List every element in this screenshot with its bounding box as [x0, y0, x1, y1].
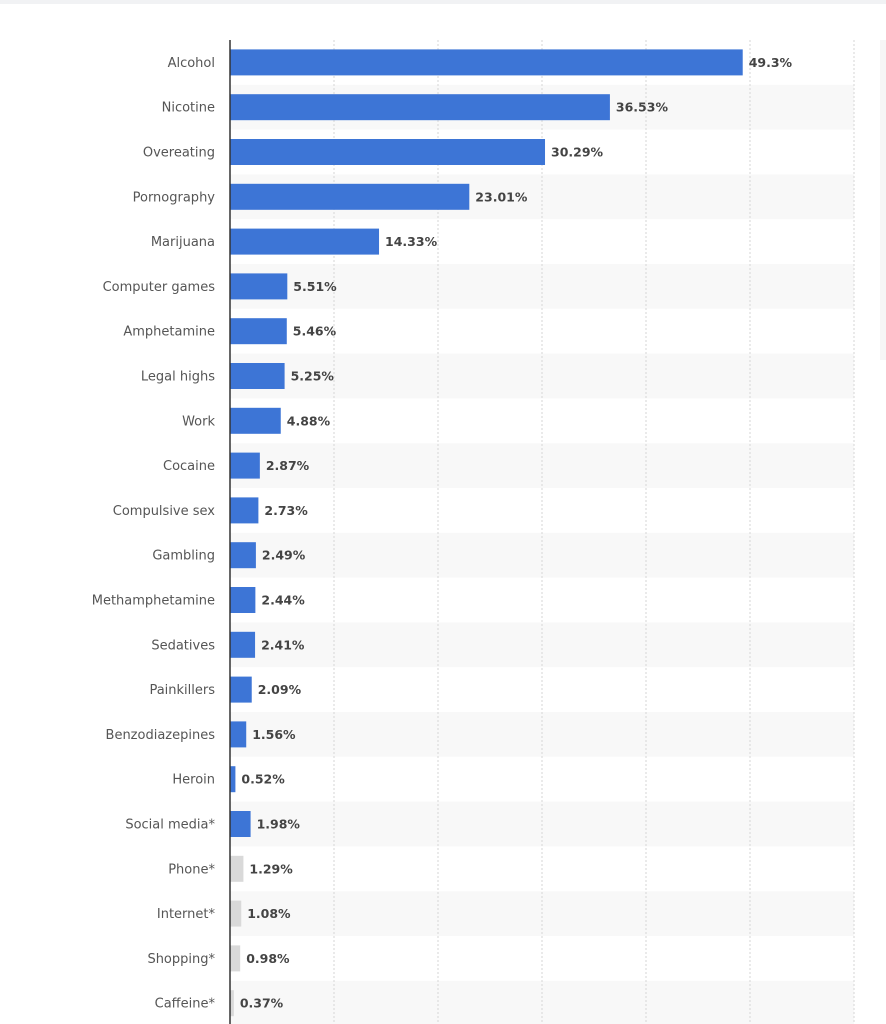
data-label: 1.98%: [257, 817, 301, 832]
top-border: [0, 0, 886, 4]
category-label: Pornography: [133, 190, 216, 205]
data-label: 1.08%: [247, 906, 291, 921]
category-label: Marijuana: [151, 235, 215, 250]
category-label: Amphetamine: [123, 325, 215, 340]
category-label: Computer games: [103, 280, 216, 295]
category-label: Legal highs: [141, 370, 215, 385]
bar: [230, 183, 470, 210]
category-label: Phone*: [168, 862, 215, 877]
bar: [230, 49, 743, 76]
category-label: Caffeine*: [155, 997, 216, 1012]
data-label: 49.3%: [749, 55, 793, 70]
bar: [230, 318, 287, 345]
category-label: Benzodiazepines: [106, 728, 216, 743]
bar: [230, 228, 380, 255]
bar: [230, 990, 234, 1017]
data-label: 1.29%: [249, 861, 293, 876]
bar: [230, 587, 256, 613]
bar: [230, 363, 285, 389]
data-label: 2.41%: [261, 637, 305, 652]
data-label: 5.46%: [293, 324, 337, 339]
category-label: Painkillers: [149, 683, 215, 698]
bar: [230, 631, 256, 658]
data-label: 5.25%: [291, 369, 335, 384]
bar: [230, 855, 244, 882]
category-label: Methamphetamine: [92, 594, 215, 609]
category-label: Cocaine: [163, 459, 215, 474]
category-label: Social media*: [125, 818, 215, 833]
category-label: Alcohol: [168, 56, 215, 71]
category-label: Sedatives: [151, 638, 215, 653]
data-label: 0.52%: [241, 772, 285, 787]
data-label: 2.09%: [258, 682, 302, 697]
scroll-edge: [880, 40, 886, 360]
bar: [230, 407, 281, 434]
data-label: 23.01%: [475, 189, 528, 204]
data-label: 2.44%: [261, 593, 305, 608]
data-label: 2.87%: [266, 458, 310, 473]
data-label: 1.56%: [252, 727, 296, 742]
data-label: 0.98%: [246, 951, 290, 966]
bar: [230, 273, 288, 300]
bar: [230, 721, 247, 748]
category-label: Heroin: [172, 773, 215, 788]
bar: [230, 811, 251, 837]
data-label: 5.51%: [293, 279, 337, 294]
bar: [230, 94, 610, 121]
bar: [230, 139, 546, 165]
data-label: 0.37%: [240, 996, 284, 1011]
category-label: Overeating: [143, 146, 215, 161]
bar: [230, 676, 252, 703]
category-label: Gambling: [152, 549, 215, 564]
data-label: 2.73%: [264, 503, 308, 518]
bar: [230, 497, 259, 524]
data-label: 36.53%: [616, 100, 669, 115]
data-label: 4.88%: [287, 413, 331, 428]
category-label: Internet*: [157, 907, 216, 922]
data-label: 2.49%: [262, 548, 306, 563]
bar: [230, 542, 256, 569]
row-band: [230, 712, 854, 757]
bar: [230, 452, 260, 479]
category-label: Work: [182, 414, 215, 429]
bar: [230, 766, 236, 793]
bar: [230, 900, 242, 927]
category-label: Compulsive sex: [113, 504, 216, 519]
data-label: 30.29%: [551, 145, 604, 160]
data-label: 14.33%: [385, 234, 438, 249]
bar: [230, 945, 241, 972]
category-label: Nicotine: [162, 101, 215, 116]
category-label: Shopping*: [147, 952, 215, 967]
row-band: [230, 532, 854, 578]
